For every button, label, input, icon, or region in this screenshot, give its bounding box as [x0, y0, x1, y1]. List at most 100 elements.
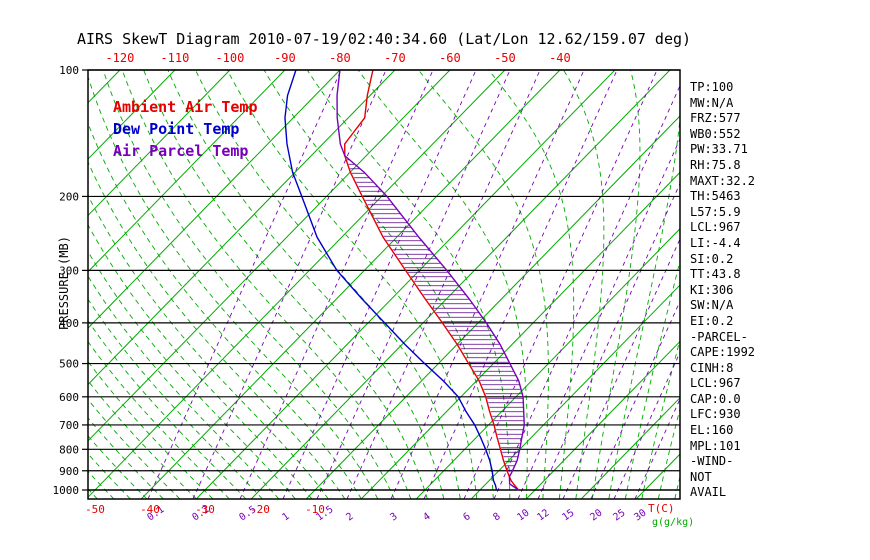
- stats-line: -PARCEL-: [690, 329, 748, 344]
- mixing-ratio-label: 15: [560, 508, 576, 524]
- stats-line: SW:N/A: [690, 298, 734, 313]
- top-temp-label: -120: [105, 51, 134, 65]
- moist-adiabat-line: [608, 114, 680, 499]
- isotherm-line: [525, 340, 680, 499]
- stats-line: KI:306: [690, 282, 734, 297]
- dewpoint-curve: [284, 70, 498, 491]
- stats-line: SI:0.2: [690, 251, 734, 266]
- stats-line: RH:75.8: [690, 157, 741, 172]
- moist-adiabat-line: [88, 194, 329, 499]
- moist-adiabat-line: [0, 70, 15, 499]
- top-temp-label: -60: [439, 51, 461, 65]
- stats-line: AVAIL: [690, 485, 727, 500]
- moist-adiabat-line: [641, 338, 680, 499]
- moist-adiabat-line: [88, 298, 263, 499]
- isotherm-line: [250, 70, 671, 499]
- isotherm-line: [88, 70, 506, 498]
- mixing-ratio-line: [517, 137, 680, 499]
- moist-adiabat-line: [0, 70, 48, 499]
- moist-adiabat-line: [88, 122, 362, 499]
- temp-unit-label: T(C): [648, 502, 675, 515]
- isotherm-line: [88, 70, 451, 442]
- top-temp-label: -50: [494, 51, 516, 65]
- mixing-ratio-line: [316, 70, 511, 499]
- moist-adiabat-line: [88, 160, 346, 499]
- stats-line: LFC:930: [690, 407, 741, 422]
- legend-item: Air Parcel Temp: [113, 142, 248, 160]
- isotherm-line: [88, 70, 176, 160]
- moist-adiabat-line: [0, 70, 64, 499]
- top-temp-label: -80: [329, 51, 351, 65]
- bottom-temp-label: -50: [85, 503, 105, 516]
- moist-adiabat-lines: [0, 70, 680, 499]
- top-temp-label: -110: [160, 51, 189, 65]
- moist-adiabat-line: [226, 70, 478, 499]
- mixing-ratio-line: [423, 70, 618, 499]
- moist-adiabat-line: [121, 70, 412, 499]
- mixing-ratio-label: 12: [535, 508, 551, 524]
- stats-line: CAP:0.0: [690, 391, 741, 406]
- stats-line: MPL:101: [690, 438, 741, 453]
- mixing-ratio-line: [346, 70, 541, 499]
- stats-line: MAXT:32.2: [690, 173, 756, 188]
- moist-adiabat-line: [657, 407, 680, 499]
- stats-line: TH:5463: [690, 189, 741, 204]
- mixing-ratio-line: [562, 237, 680, 499]
- stats-line: LCL:967: [690, 220, 741, 235]
- mixing-ratio-line: [390, 70, 585, 499]
- chart-legend: Ambient Air Temp Dew Point Temp Air Parcel…: [113, 98, 258, 160]
- stats-line: -WIND-: [690, 454, 734, 469]
- bottom-temp-label: -20: [250, 503, 270, 516]
- mixing-ratio-label: 10: [515, 508, 531, 524]
- ambient-temp-curve: [344, 70, 520, 491]
- mixing-ratio-line: [239, 70, 434, 499]
- bottom-temp-label: -30: [195, 503, 215, 516]
- mixing-ratio-label: 3: [388, 511, 399, 523]
- pressure-tick-label: 600: [59, 391, 79, 404]
- stats-line: L57:5.9: [690, 204, 741, 219]
- pressure-tick-label: 1000: [53, 484, 80, 497]
- stats-line: PW:33.71: [690, 142, 748, 157]
- mixing-ratio-line: [493, 84, 680, 499]
- isotherm-line: [470, 284, 680, 499]
- mixing-ratio-line: [463, 70, 658, 499]
- moist-adiabat-line: [357, 70, 528, 499]
- stats-line: EI:0.2: [690, 313, 734, 328]
- moist-adiabat-line: [263, 70, 494, 499]
- moist-adiabat-line: [624, 259, 680, 499]
- bottom-temp-label: -10: [305, 503, 325, 516]
- moist-adiabat-line: [195, 70, 461, 499]
- stats-line: MW:N/A: [690, 95, 734, 110]
- moist-adiabat-line: [488, 70, 575, 499]
- parcel-curve: [336, 70, 525, 491]
- moist-adiabat-line: [563, 70, 605, 499]
- chart-title: AIRS SkewT Diagram 2010-07-19/02:40:34.6…: [77, 30, 691, 48]
- moist-adiabat-line: [143, 70, 428, 499]
- mixing-unit-label: g(g/kg): [652, 517, 694, 528]
- sounding-curves: [284, 70, 525, 491]
- stats-line: TP:100: [690, 80, 734, 94]
- plot-frame: [87, 69, 681, 500]
- stats-panel: TP:100 MW:N/A FRZ:577 WB0:552 PW:33.71 RH:75.…: [690, 80, 840, 501]
- isotherm-line: [195, 70, 616, 499]
- pressure-tick-label: 700: [59, 419, 79, 432]
- cape-hatch-area: [347, 159, 525, 476]
- isotherm-line: [88, 70, 231, 217]
- stats-line: FRZ:577: [690, 111, 741, 126]
- moist-adiabat-line: [88, 380, 197, 499]
- mixing-ratio-label: 25: [611, 508, 627, 524]
- mixing-ratio-label: 30: [632, 508, 648, 524]
- top-temp-label: -40: [549, 51, 571, 65]
- mixing-ratio-label: 8: [491, 511, 502, 523]
- pressure-tick-label: 900: [59, 465, 79, 478]
- mixing-ratio-line: [192, 70, 387, 499]
- moist-adiabat-line: [0, 70, 31, 499]
- stats-line: LI:-4.4: [690, 235, 741, 250]
- mixing-ratio-label: 4: [421, 511, 432, 523]
- mixing-ratio-label: 6: [461, 511, 472, 523]
- pressure-tick-label: 300: [59, 264, 79, 277]
- stats-line: TT:43.8: [690, 267, 741, 282]
- isotherm-line: [88, 70, 286, 273]
- isotherm-line: [0, 70, 10, 499]
